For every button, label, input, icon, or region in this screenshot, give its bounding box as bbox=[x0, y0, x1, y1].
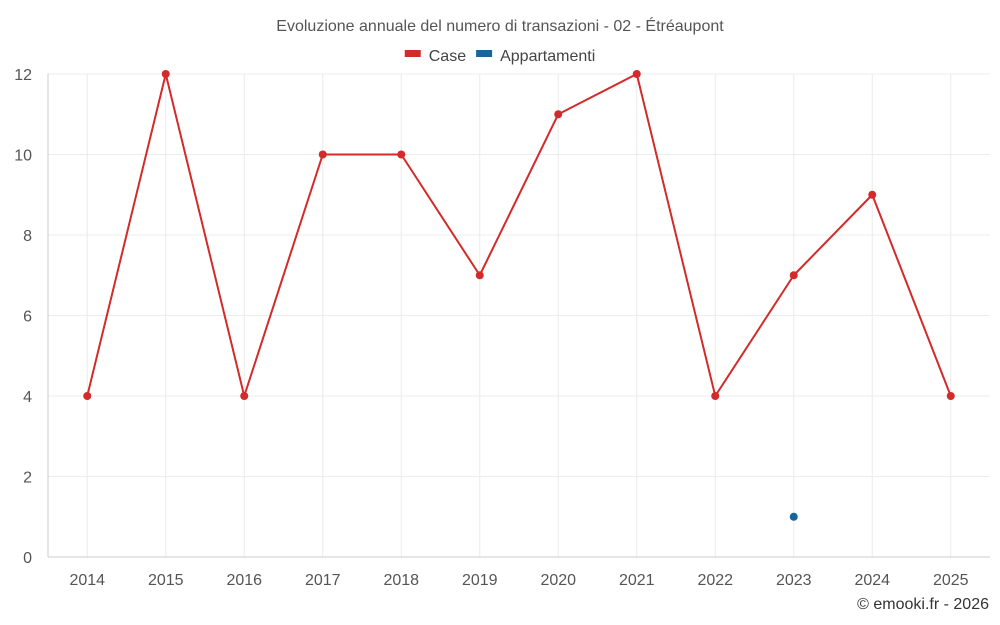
data-point bbox=[554, 110, 563, 119]
y-tick-label: 8 bbox=[23, 228, 32, 245]
series-appartamenti bbox=[789, 512, 798, 521]
data-point bbox=[475, 271, 484, 280]
legend-swatch-case bbox=[404, 50, 421, 57]
series-case bbox=[83, 70, 955, 400]
axes: 0 2 4 6 8 10 12 2014 2015 2016 2017 2018 2019 2020 202… bbox=[14, 67, 990, 589]
grid bbox=[48, 73, 990, 558]
data-point bbox=[946, 392, 955, 400]
x-tick-label: 2017 bbox=[305, 572, 341, 589]
data-point bbox=[711, 392, 720, 400]
y-tick-label: 2 bbox=[23, 470, 32, 487]
data-point bbox=[397, 150, 406, 159]
credit-text: © emooki.fr - 2026 bbox=[857, 596, 989, 613]
y-tick-label: 10 bbox=[14, 148, 32, 165]
data-point bbox=[318, 150, 327, 159]
chart-title: Evoluzione annuale del numero di transaz… bbox=[276, 16, 724, 35]
x-tick-label: 2015 bbox=[148, 572, 184, 589]
legend-label-case: Case bbox=[429, 48, 466, 65]
y-tick-label: 0 bbox=[23, 550, 32, 567]
y-tick-label: 4 bbox=[23, 389, 32, 406]
series-line-case bbox=[86, 73, 952, 397]
data-point bbox=[789, 512, 798, 521]
data-point bbox=[868, 190, 877, 199]
y-tick-label: 12 bbox=[14, 67, 32, 84]
x-tick-label: 2018 bbox=[383, 572, 419, 589]
legend: Case Appartamenti bbox=[404, 48, 595, 65]
data-point bbox=[161, 70, 170, 78]
x-tick-label: 2024 bbox=[854, 572, 890, 589]
x-tick-label: 2019 bbox=[462, 572, 498, 589]
x-tick-label: 2021 bbox=[619, 572, 655, 589]
x-tick-label: 2022 bbox=[697, 572, 733, 589]
data-point bbox=[632, 70, 641, 78]
series-layer bbox=[83, 70, 955, 521]
legend-swatch-appartamenti bbox=[476, 50, 493, 57]
x-tick-label: 2020 bbox=[540, 572, 576, 589]
y-tick-label: 6 bbox=[23, 309, 32, 326]
data-point bbox=[83, 392, 92, 400]
x-tick-label: 2023 bbox=[776, 572, 812, 589]
legend-label-appartamenti: Appartamenti bbox=[500, 48, 595, 65]
x-tick-label: 2014 bbox=[69, 572, 105, 589]
data-point bbox=[789, 271, 798, 280]
x-tick-label: 2025 bbox=[933, 572, 969, 589]
data-point bbox=[240, 392, 249, 400]
x-tick-label: 2016 bbox=[226, 572, 262, 589]
